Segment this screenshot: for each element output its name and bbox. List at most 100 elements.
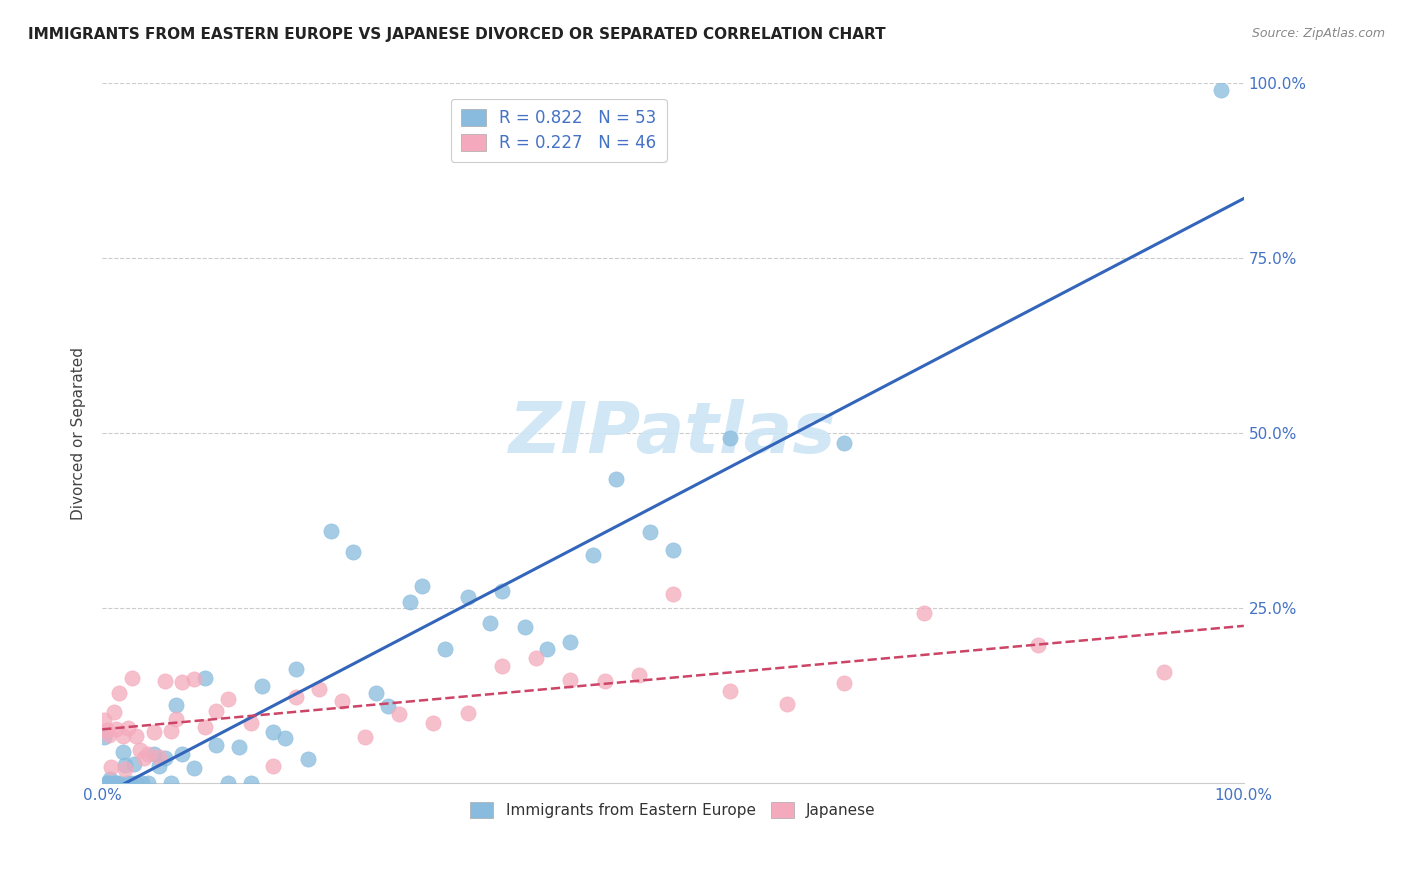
Point [605,472,627,486]
Point [319,524,342,538]
Point [239,716,262,731]
Point [100,759,122,773]
Point [262,759,284,773]
Point [718,431,741,445]
Point [122,757,145,772]
Point [342,545,364,559]
Point [142,725,165,739]
Point [96,776,118,790]
Point [491,584,513,599]
Point [536,642,558,657]
Point [125,776,148,790]
Point [205,704,228,718]
Point [718,683,741,698]
Point [108,685,131,699]
Point [159,776,181,790]
Point [165,698,187,712]
Point [103,706,125,720]
Point [194,720,217,734]
Point [285,662,308,676]
Point [148,749,170,764]
Point [128,742,150,756]
Point [366,685,388,699]
Point [103,776,125,790]
Point [97,776,120,790]
Text: Source: ZipAtlas.com: Source: ZipAtlas.com [1251,27,1385,40]
Point [491,659,513,673]
Point [285,690,308,704]
Point [120,776,142,790]
Point [560,635,582,649]
Point [422,716,444,731]
Point [117,776,139,790]
Point [131,776,153,790]
Point [108,776,131,790]
Point [1209,83,1232,97]
Point [98,728,121,742]
Text: ZIPatlas: ZIPatlas [509,399,837,467]
Point [136,747,159,761]
Point [183,761,205,775]
Point [142,747,165,761]
Text: IMMIGRANTS FROM EASTERN EUROPE VS JAPANESE DIVORCED OR SEPARATED CORRELATION CHA: IMMIGRANTS FROM EASTERN EUROPE VS JAPANE… [28,27,886,42]
Point [524,650,547,665]
Point [627,668,650,682]
Point [582,548,605,562]
Point [560,673,582,687]
Point [153,674,176,689]
Point [114,758,136,772]
Point [353,730,375,744]
Point [104,722,127,736]
Point [96,723,118,738]
Point [662,587,685,601]
Point [411,579,433,593]
Point [183,673,205,687]
Y-axis label: Divorced or Separated: Divorced or Separated [72,347,86,520]
Point [832,436,855,450]
Point [136,776,159,790]
Point [377,699,399,714]
Point [274,731,297,745]
Point [172,747,194,762]
Point [330,694,353,708]
Point [308,681,330,696]
Point [134,751,156,765]
Point [457,591,479,605]
Point [262,724,284,739]
Point [111,745,134,759]
Point [93,730,115,744]
Point [205,739,228,753]
Point [172,674,194,689]
Point [662,542,685,557]
Point [239,776,262,790]
Point [388,707,411,722]
Point [433,642,456,657]
Legend: Immigrants from Eastern Europe, Japanese: Immigrants from Eastern Europe, Japanese [464,797,882,824]
Point [114,762,136,776]
Point [776,697,799,711]
Point [228,740,250,755]
Point [1026,639,1049,653]
Point [638,525,661,540]
Point [159,723,181,738]
Point [912,607,935,621]
Point [104,776,127,790]
Point [217,776,239,790]
Point [165,713,187,727]
Point [297,752,319,766]
Point [457,706,479,720]
Point [121,671,143,685]
Point [479,615,502,630]
Point [593,673,616,688]
Point [125,729,148,743]
Point [194,671,217,685]
Point [217,691,239,706]
Point [100,776,122,790]
Point [111,729,134,743]
Point [93,713,115,727]
Point [117,721,139,735]
Point [1153,665,1175,679]
Point [513,620,536,634]
Point [98,772,121,786]
Point [832,676,855,690]
